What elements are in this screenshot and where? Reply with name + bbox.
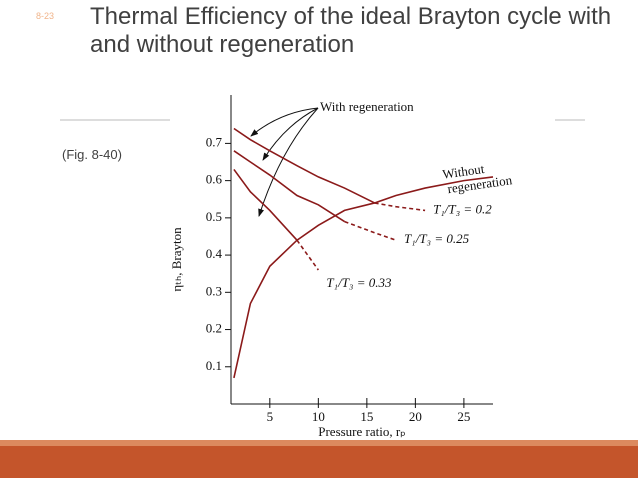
y-tick-label: 0.7 <box>206 134 223 149</box>
curve <box>233 150 345 223</box>
y-tick-label: 0.4 <box>206 246 223 261</box>
arrows <box>250 107 319 217</box>
x-tick-label: 5 <box>267 409 274 424</box>
y-tick-label: 0.3 <box>206 283 222 298</box>
x-axis-label: Pressure ratio, rₚ <box>318 424 406 439</box>
y-axis-label: ηₜₕ, Brayton <box>169 227 184 292</box>
curve <box>233 176 494 379</box>
x-tick-label: 10 <box>312 409 325 424</box>
x-tick-label: 20 <box>409 409 422 424</box>
curve-dashed <box>344 220 397 241</box>
y-tick-label: 0.1 <box>206 358 222 373</box>
slide-title: Thermal Efficiency of the ideal Brayton … <box>90 3 612 58</box>
annotation: Without <box>441 161 485 182</box>
figure-caption: (Fig. 8-40) <box>62 147 122 162</box>
y-tick-label: 0.5 <box>206 209 222 224</box>
curve <box>233 168 298 241</box>
curve-dashed <box>374 202 426 212</box>
curve-label: T₁/T₃ = 0.33 <box>326 275 392 290</box>
y-tick-label: 0.2 <box>206 321 222 336</box>
footer-strip <box>0 440 638 446</box>
annotation-group: Without regeneration <box>441 161 513 196</box>
curve-label: T₁/T₃ = 0.2 <box>433 201 492 216</box>
curve-label: T₁/T₃ = 0.25 <box>404 231 470 246</box>
annotation: With regeneration <box>320 99 414 114</box>
footer-band <box>0 446 638 478</box>
curve <box>233 127 375 204</box>
y-tick-label: 0.6 <box>206 172 223 187</box>
slide-number: 8-23 <box>36 11 55 21</box>
curve-dashed <box>296 239 319 271</box>
x-tick-label: 15 <box>360 409 373 424</box>
x-tick-label: 25 <box>457 409 470 424</box>
